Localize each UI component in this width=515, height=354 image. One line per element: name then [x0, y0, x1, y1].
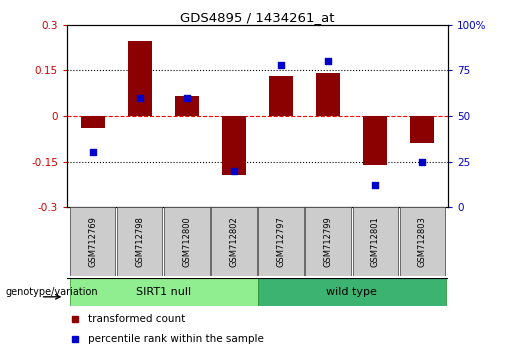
Bar: [259, 207, 304, 276]
Title: GDS4895 / 1434261_at: GDS4895 / 1434261_at: [180, 11, 335, 24]
Bar: [269, 76, 293, 116]
Text: GSM712769: GSM712769: [89, 216, 97, 267]
Point: [371, 182, 379, 188]
Point: [183, 95, 191, 101]
Text: wild type: wild type: [326, 287, 377, 297]
Bar: [211, 207, 256, 276]
Bar: [117, 207, 162, 276]
Point: [89, 149, 97, 155]
Bar: [164, 207, 210, 276]
Bar: [81, 116, 105, 128]
Bar: [410, 116, 434, 143]
Bar: [128, 41, 151, 116]
Text: genotype/variation: genotype/variation: [5, 287, 98, 297]
Text: transformed count: transformed count: [88, 314, 185, 324]
Text: percentile rank within the sample: percentile rank within the sample: [88, 334, 264, 344]
Text: GSM712797: GSM712797: [277, 216, 285, 267]
Bar: [175, 96, 199, 116]
Text: GSM712801: GSM712801: [371, 216, 380, 267]
Text: SIRT1 null: SIRT1 null: [136, 287, 191, 297]
Point: [418, 159, 426, 164]
Text: GSM712800: GSM712800: [182, 216, 192, 267]
Bar: [353, 207, 398, 276]
Bar: [364, 116, 387, 165]
Bar: [400, 207, 445, 276]
Text: GSM712802: GSM712802: [230, 216, 238, 267]
Bar: [222, 116, 246, 175]
Bar: [316, 73, 340, 116]
Point: [230, 168, 238, 173]
Point: [136, 95, 144, 101]
Point: [277, 62, 285, 68]
Text: GSM712798: GSM712798: [135, 216, 144, 267]
Bar: [70, 278, 258, 306]
Point: [324, 58, 332, 64]
Text: GSM712799: GSM712799: [323, 216, 333, 267]
Bar: [305, 207, 351, 276]
Text: GSM712803: GSM712803: [418, 216, 426, 267]
Bar: [70, 207, 115, 276]
Bar: [259, 278, 445, 306]
